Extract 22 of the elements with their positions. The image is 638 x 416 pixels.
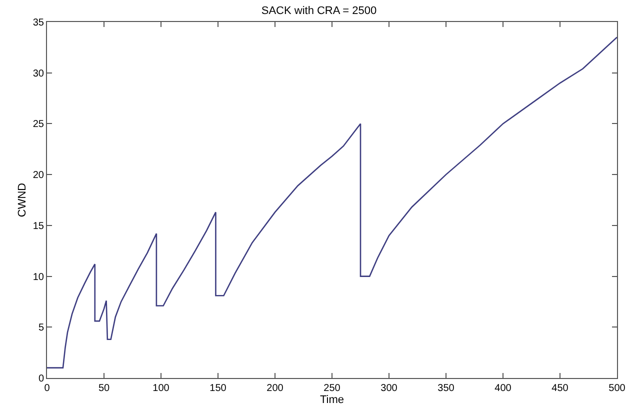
y-tick-label: 20 bbox=[32, 170, 44, 182]
y-tick-label: 35 bbox=[32, 18, 44, 28]
x-tick-label: 250 bbox=[324, 383, 341, 394]
x-tick-label: 500 bbox=[608, 383, 626, 394]
y-tick-label: 0 bbox=[38, 374, 44, 384]
y-tick-label: 5 bbox=[38, 322, 44, 334]
x-tick-label: 200 bbox=[266, 383, 284, 394]
chart-title: SACK with CRA = 2500 bbox=[261, 4, 377, 17]
y-tick-label: 30 bbox=[32, 68, 44, 80]
y-tick-label: 10 bbox=[32, 272, 44, 283]
y-tick-label: 25 bbox=[32, 119, 44, 130]
y-tick-label: 15 bbox=[32, 220, 44, 232]
x-tick-label: 350 bbox=[438, 383, 455, 394]
x-tick-label: 50 bbox=[98, 383, 110, 394]
x-axis-title: Time bbox=[320, 394, 344, 406]
y-axis-title: CWND bbox=[16, 182, 29, 218]
x-tick-label: 300 bbox=[380, 383, 398, 394]
line-series bbox=[47, 36, 617, 368]
x-tick-label: 400 bbox=[494, 383, 512, 394]
x-tick-label: 100 bbox=[152, 383, 170, 394]
x-tick-label: 450 bbox=[552, 383, 569, 394]
x-tick-label: 150 bbox=[210, 383, 227, 394]
